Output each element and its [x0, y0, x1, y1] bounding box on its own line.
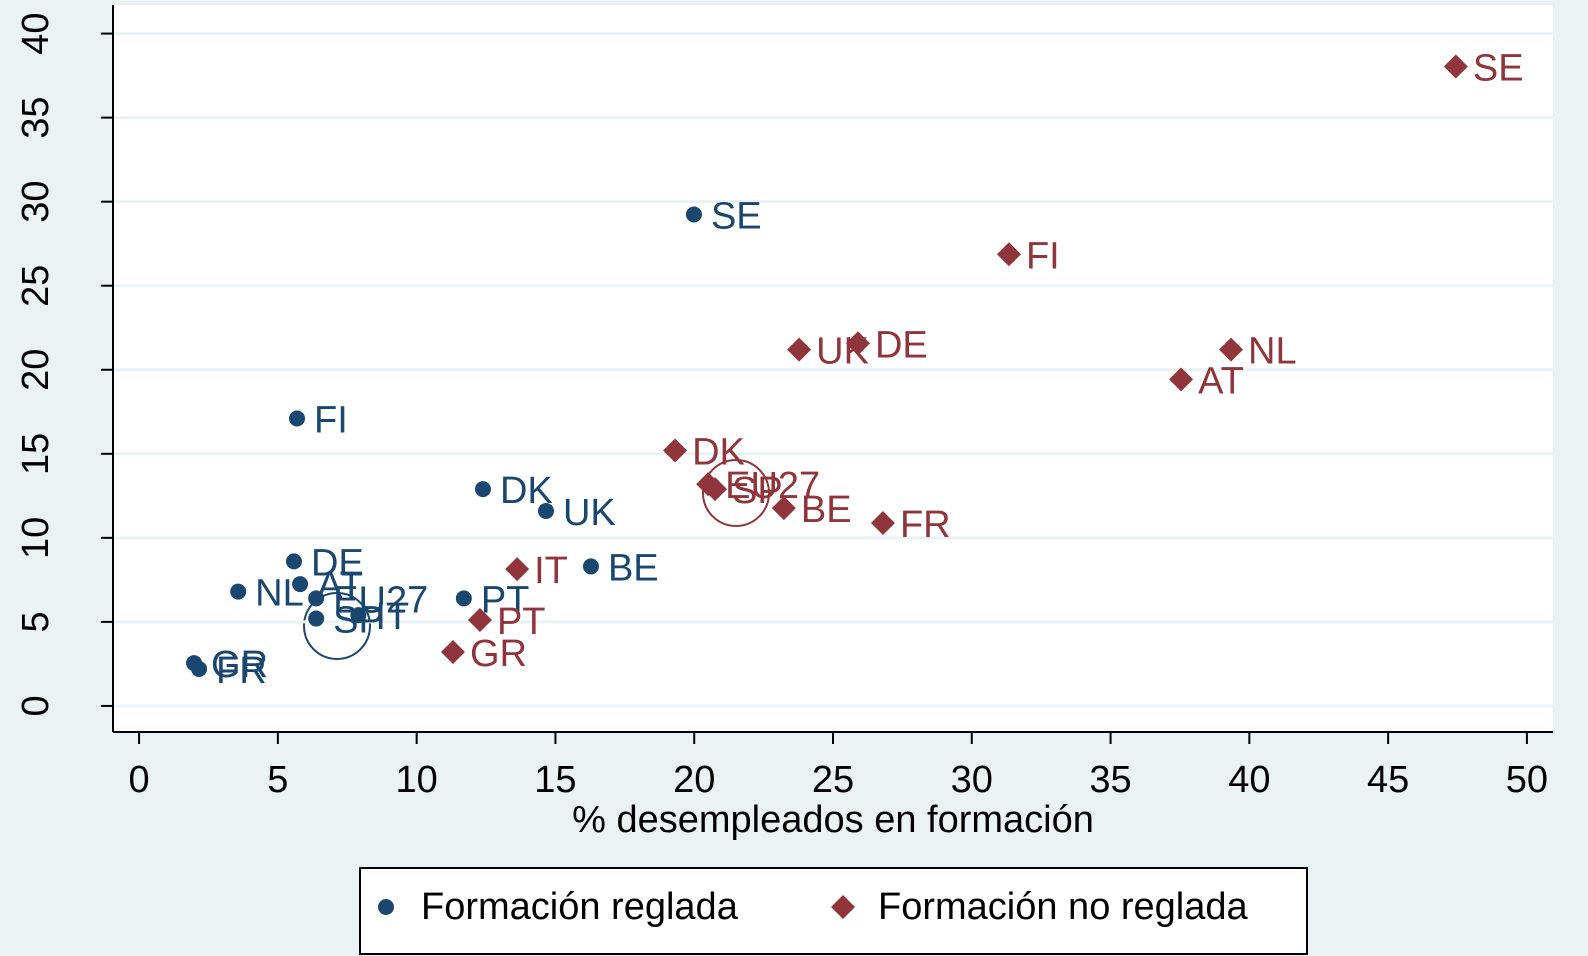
- point-label: IT: [375, 596, 409, 638]
- point-label: FI: [1026, 235, 1060, 277]
- point: [191, 660, 208, 677]
- point-label: PT: [497, 601, 546, 643]
- x-tick-label: 35: [1089, 759, 1131, 801]
- x-tick-label: 45: [1367, 759, 1409, 801]
- point: [537, 502, 554, 519]
- point-label: BE: [608, 547, 659, 589]
- point: [870, 511, 895, 536]
- point-label: DE: [875, 324, 928, 366]
- legend-label: Formación no reglada: [878, 886, 1249, 928]
- legend: [359, 867, 1308, 955]
- point: [285, 553, 302, 570]
- point: [685, 206, 702, 223]
- y-tick-label: 5: [15, 611, 57, 632]
- point-label: DK: [692, 431, 745, 473]
- x-axis-title: % desempleados en formación: [572, 799, 1094, 841]
- x-tick-label: 5: [267, 759, 288, 801]
- point: [441, 639, 466, 664]
- x-tick-label: 40: [1228, 759, 1270, 801]
- x-tick-label: 30: [951, 759, 993, 801]
- y-tick-label: 25: [15, 265, 57, 307]
- point: [350, 607, 367, 624]
- point: [455, 590, 472, 607]
- point-label: NL: [1248, 331, 1297, 373]
- point: [308, 590, 325, 607]
- point: [1169, 367, 1194, 392]
- point: [663, 438, 688, 463]
- y-tick-label: 20: [15, 349, 57, 391]
- x-tick-label: 25: [812, 759, 854, 801]
- point: [787, 337, 812, 362]
- point-label: FR: [900, 504, 951, 546]
- point-label: BE: [801, 489, 852, 531]
- point: [292, 576, 309, 593]
- legend-label: Formación reglada: [421, 886, 739, 928]
- point-label: AT: [317, 565, 363, 607]
- legend-marker: [378, 899, 394, 915]
- point: [1443, 54, 1468, 79]
- point: [474, 481, 491, 498]
- point-label: DE: [311, 542, 364, 584]
- x-tick-label: 10: [396, 759, 438, 801]
- x-tick-label: 50: [1506, 759, 1548, 801]
- point-label: PT: [481, 579, 530, 621]
- point: [582, 558, 599, 575]
- y-tick-label: 15: [15, 433, 57, 475]
- y-tick-label: 10: [15, 517, 57, 559]
- point-label: UK: [563, 492, 616, 534]
- y-tick-label: 30: [15, 181, 57, 223]
- point-label: GR: [470, 633, 527, 675]
- point: [703, 477, 728, 502]
- x-tick-label: 15: [534, 759, 576, 801]
- highlight-circle: [303, 592, 371, 660]
- point-label: SE: [711, 195, 762, 237]
- point: [467, 608, 492, 633]
- point: [996, 242, 1021, 267]
- point-label: NL: [255, 573, 304, 615]
- legend-marker: [831, 895, 855, 919]
- point-label: EU27: [725, 465, 820, 507]
- point-label: FR: [216, 650, 267, 692]
- x-tick-label: 20: [673, 759, 715, 801]
- point: [289, 410, 306, 427]
- point: [771, 496, 796, 521]
- highlight-circle: [702, 459, 770, 527]
- point: [1219, 337, 1244, 362]
- y-tick-label: 35: [15, 96, 57, 138]
- y-tick-label: 40: [15, 12, 57, 54]
- point-label: FI: [314, 400, 348, 442]
- point-label: GR: [211, 644, 268, 686]
- point: [230, 583, 247, 600]
- point-label: IT: [534, 550, 568, 592]
- y-tick-label: 0: [15, 695, 57, 716]
- point: [845, 331, 870, 356]
- point-label: SP: [732, 470, 783, 512]
- point-label: AT: [1198, 360, 1244, 402]
- point-label: SE: [1473, 48, 1524, 90]
- point-label: EU27: [333, 579, 428, 621]
- point: [505, 557, 530, 582]
- point: [308, 610, 325, 627]
- x-tick-label: 0: [129, 759, 150, 801]
